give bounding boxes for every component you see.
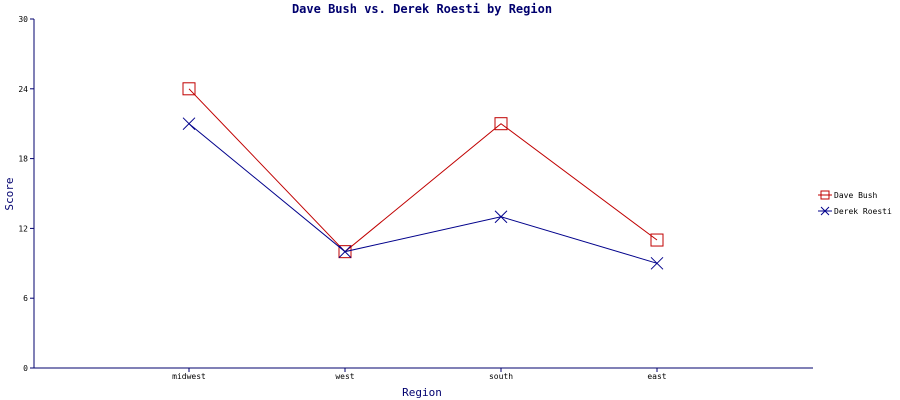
legend-item: Dave Bush — [818, 190, 878, 200]
y-tick-label: 18 — [18, 155, 28, 164]
series-line-2 — [188, 123, 658, 264]
legend-label: Dave Bush — [834, 191, 878, 200]
data-point — [182, 82, 196, 96]
data-point — [494, 210, 508, 224]
y-tick-label: 30 — [18, 15, 28, 24]
x-tick-label: midwest — [172, 372, 206, 381]
legend-marker — [820, 206, 830, 216]
y-axis-label: Score — [3, 177, 16, 210]
legend-marker — [820, 190, 830, 200]
legend-label: Derek Roesti — [834, 207, 892, 216]
x-tick-label: south — [489, 372, 513, 381]
x-axis-label: Region — [402, 386, 442, 399]
data-point — [338, 245, 352, 259]
series-line-1 — [188, 88, 658, 253]
legend-item: Derek Roesti — [818, 206, 892, 216]
y-tick-label: 0 — [23, 364, 28, 373]
x-ticks: midwest west south east — [172, 368, 667, 381]
y-tick-label: 24 — [18, 85, 28, 94]
y-tick-label: 12 — [18, 224, 28, 233]
data-point — [494, 117, 508, 131]
chart-title: Dave Bush vs. Derek Roesti by Region — [292, 2, 552, 16]
x-tick-label: east — [647, 372, 666, 381]
y-tick-label: 6 — [23, 294, 28, 303]
data-point — [650, 256, 664, 270]
data-point — [650, 233, 664, 247]
legend: Dave Bush Derek Roesti — [818, 190, 892, 216]
y-ticks: 0 6 12 18 24 30 — [18, 15, 34, 373]
data-point — [338, 245, 352, 259]
x-tick-label: west — [335, 372, 354, 381]
data-point — [182, 117, 196, 131]
series-group — [182, 82, 664, 270]
